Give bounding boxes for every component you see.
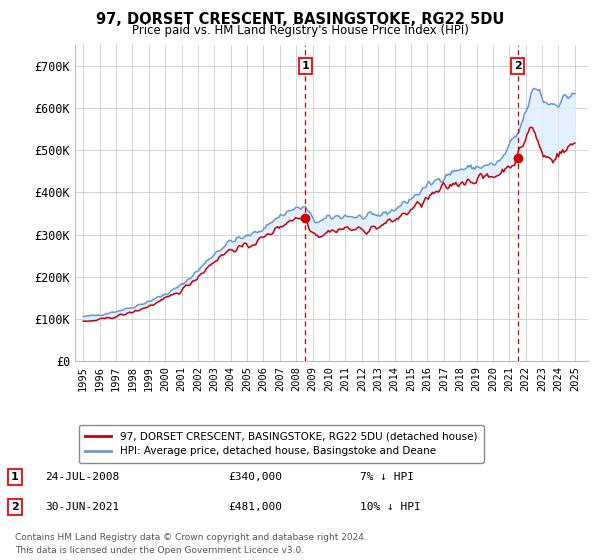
Text: 7% ↓ HPI: 7% ↓ HPI	[360, 472, 414, 482]
Text: Contains HM Land Registry data © Crown copyright and database right 2024.: Contains HM Land Registry data © Crown c…	[15, 533, 367, 542]
Text: £481,000: £481,000	[228, 502, 282, 512]
Text: 30-JUN-2021: 30-JUN-2021	[45, 502, 119, 512]
Text: 2: 2	[11, 502, 19, 512]
Legend: 97, DORSET CRESCENT, BASINGSTOKE, RG22 5DU (detached house), HPI: Average price,: 97, DORSET CRESCENT, BASINGSTOKE, RG22 5…	[79, 425, 484, 463]
Text: 10% ↓ HPI: 10% ↓ HPI	[360, 502, 421, 512]
Text: 24-JUL-2008: 24-JUL-2008	[45, 472, 119, 482]
Text: 97, DORSET CRESCENT, BASINGSTOKE, RG22 5DU: 97, DORSET CRESCENT, BASINGSTOKE, RG22 5…	[96, 12, 504, 27]
Text: This data is licensed under the Open Government Licence v3.0.: This data is licensed under the Open Gov…	[15, 546, 304, 555]
Text: 2: 2	[514, 61, 521, 71]
Text: Price paid vs. HM Land Registry's House Price Index (HPI): Price paid vs. HM Land Registry's House …	[131, 24, 469, 36]
Text: 1: 1	[11, 472, 19, 482]
Text: 1: 1	[302, 61, 310, 71]
Text: £340,000: £340,000	[228, 472, 282, 482]
